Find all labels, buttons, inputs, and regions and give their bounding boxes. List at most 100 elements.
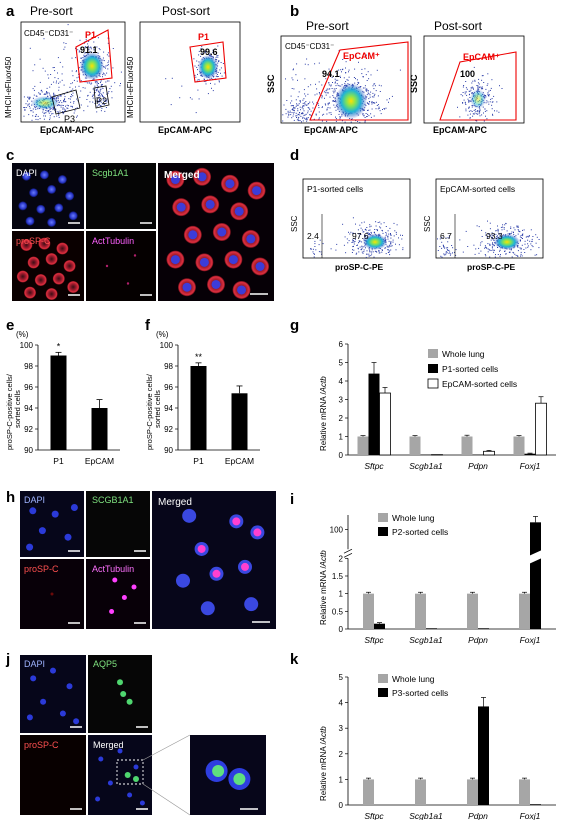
event-dot [366, 102, 368, 104]
event-dot [527, 245, 529, 247]
bar [513, 436, 525, 455]
event-dot [314, 246, 316, 247]
event-dot [447, 247, 449, 249]
event-dot [64, 99, 65, 101]
event-dot [28, 103, 30, 105]
event-dot [517, 255, 519, 257]
event-dot [292, 79, 294, 81]
event-dot [385, 235, 387, 237]
event-dot [47, 110, 49, 111]
event-dot [335, 118, 337, 120]
cell [244, 597, 259, 612]
event-dot [217, 45, 219, 47]
event-dot [489, 101, 491, 103]
event-dot [366, 88, 368, 90]
event-dot [49, 119, 51, 121]
event-dot [85, 36, 87, 38]
event-dot [293, 88, 295, 90]
event-dot [538, 239, 540, 240]
event-dot [476, 120, 478, 122]
cell [117, 748, 123, 754]
event-dot [369, 224, 371, 226]
event-dot [511, 231, 513, 233]
event-dot [367, 92, 369, 94]
panel-letter-g: g [290, 317, 299, 334]
cell [64, 533, 72, 541]
event-dot [346, 238, 348, 240]
x-axis-label: EpCAM-APC [304, 125, 358, 135]
event-dot [366, 80, 368, 81]
event-dot [522, 229, 523, 231]
event-dot [82, 87, 84, 89]
event-dot [517, 250, 519, 252]
event-dot [32, 111, 34, 113]
cell [45, 288, 58, 300]
event-dot [305, 113, 307, 115]
event-dot [525, 236, 527, 238]
event-dot [441, 236, 443, 238]
event-dot [64, 46, 66, 48]
event-dot [309, 114, 311, 116]
event-dot [476, 85, 478, 86]
event-dot [468, 100, 470, 102]
event-dot [62, 113, 64, 115]
event-dot [500, 232, 502, 234]
pre-sort-title: Pre-sort [30, 4, 73, 18]
event-dot [368, 78, 370, 80]
event-dot [308, 103, 310, 104]
event-dot [517, 226, 519, 228]
event-dot [507, 233, 509, 235]
tick-label: 98 [164, 362, 173, 371]
category-label: P1 [193, 456, 204, 466]
event-dot [366, 94, 368, 96]
cell [39, 170, 49, 180]
event-dot [485, 88, 487, 90]
event-dot [375, 250, 377, 252]
event-dot [72, 75, 74, 77]
event-dot [345, 81, 347, 82]
event-dot [497, 254, 499, 255]
event-dot [49, 115, 51, 117]
cell [212, 765, 225, 777]
event-dot [296, 103, 298, 105]
event-dot [378, 84, 380, 86]
event-dot [321, 120, 323, 122]
event-dot [363, 221, 365, 223]
y-axis-label: proSP-C-positive cells/ [5, 373, 14, 450]
event-dot [516, 226, 518, 228]
cell [50, 667, 56, 674]
event-dot [481, 75, 483, 77]
cell [70, 504, 78, 511]
event-dot [27, 105, 29, 107]
event-dot [370, 91, 372, 93]
event-dot [440, 255, 442, 257]
event-dot [299, 100, 301, 102]
event-dot [439, 246, 441, 247]
event-dot [363, 76, 364, 78]
event-dot [100, 80, 102, 82]
event-dot [57, 96, 59, 98]
event-dot [205, 83, 207, 85]
event-dot [368, 93, 370, 95]
event-dot [291, 112, 293, 114]
event-dot [317, 103, 319, 105]
y-axis-label-post: MHCII-eFluor450 [126, 56, 135, 118]
event-dot [471, 87, 472, 89]
event-dot [390, 243, 392, 245]
event-dot [321, 106, 323, 108]
event-dot [472, 80, 474, 82]
event-dot [292, 109, 294, 111]
tick-label: 5 [339, 673, 344, 682]
event-dot [107, 42, 109, 44]
event-dot [377, 230, 378, 232]
event-dot [99, 90, 101, 92]
event-dot [307, 103, 309, 105]
event-dot [96, 46, 98, 48]
event-dot [465, 110, 467, 112]
event-dot [363, 249, 365, 251]
event-dot [97, 81, 98, 83]
event-dot [384, 236, 386, 238]
event-dot [491, 244, 493, 246]
cell [57, 175, 67, 184]
event-dot [448, 237, 450, 239]
